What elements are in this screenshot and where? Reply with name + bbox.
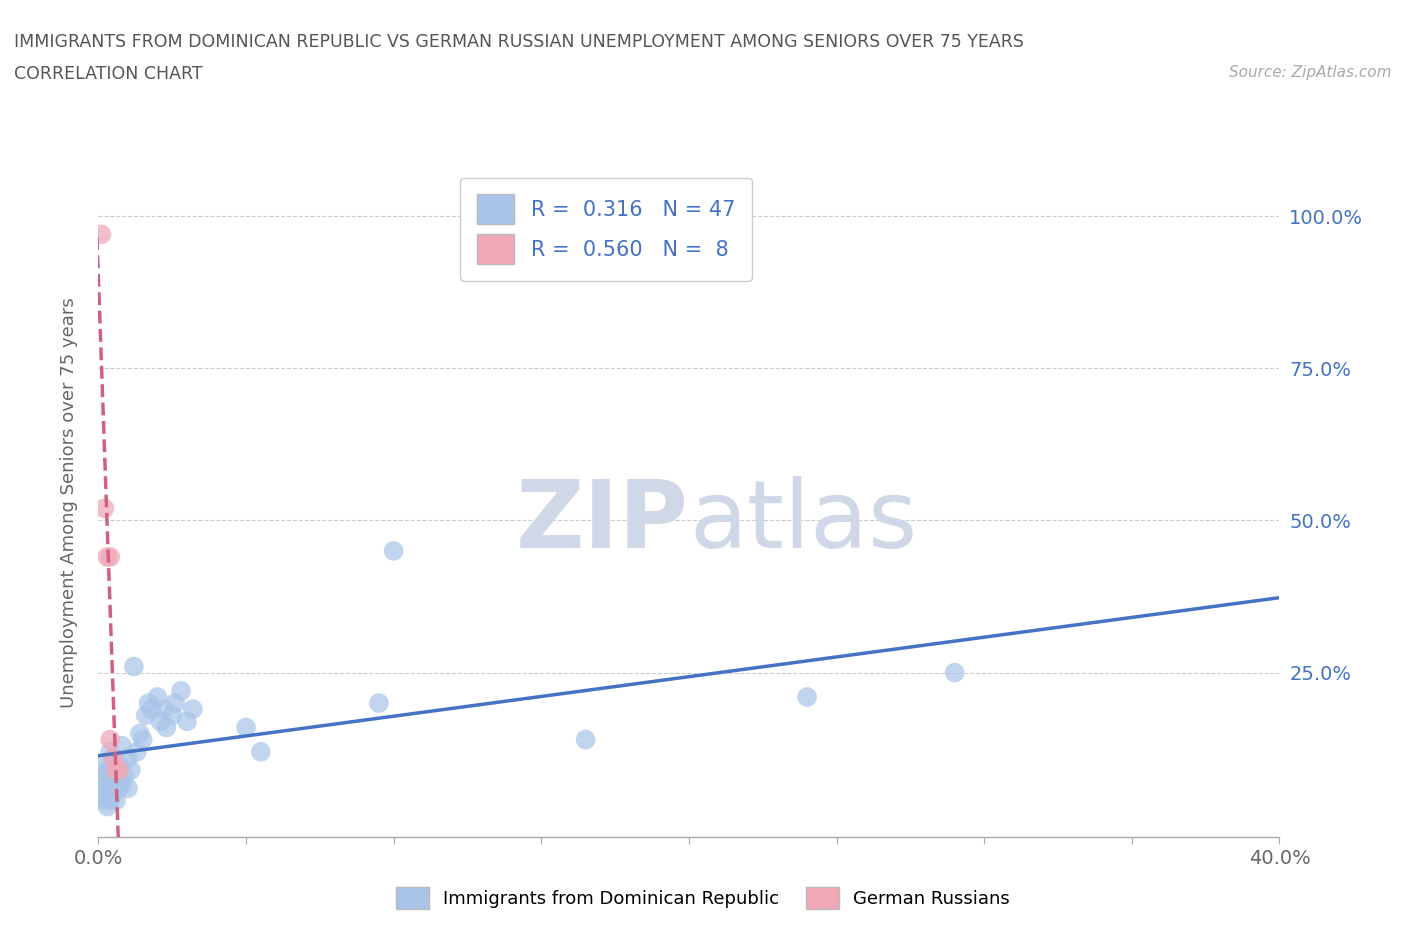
Point xyxy=(235,720,257,735)
Point xyxy=(108,781,131,796)
Point xyxy=(135,708,157,723)
Point xyxy=(96,781,118,796)
Point xyxy=(114,769,136,784)
Point xyxy=(93,501,115,516)
Point xyxy=(90,769,112,784)
Point xyxy=(152,702,174,717)
Point xyxy=(125,744,148,759)
Point xyxy=(155,720,177,735)
Point xyxy=(943,665,966,680)
Point xyxy=(170,684,193,698)
Point xyxy=(105,763,128,777)
Point xyxy=(132,732,155,747)
Point xyxy=(122,659,145,674)
Point xyxy=(98,775,121,790)
Point xyxy=(98,793,121,808)
Text: atlas: atlas xyxy=(689,476,917,568)
Text: CORRELATION CHART: CORRELATION CHART xyxy=(14,65,202,83)
Y-axis label: Unemployment Among Seniors over 75 years: Unemployment Among Seniors over 75 years xyxy=(59,297,77,708)
Point xyxy=(103,787,125,802)
Point xyxy=(108,763,131,777)
Point xyxy=(141,702,163,717)
Point xyxy=(382,543,405,558)
Point xyxy=(105,763,128,777)
Text: IMMIGRANTS FROM DOMINICAN REPUBLIC VS GERMAN RUSSIAN UNEMPLOYMENT AMONG SENIORS : IMMIGRANTS FROM DOMINICAN REPUBLIC VS GE… xyxy=(14,33,1024,50)
Point xyxy=(796,689,818,704)
Point xyxy=(138,696,160,711)
Point xyxy=(98,744,121,759)
Point xyxy=(96,799,118,814)
Point xyxy=(103,751,125,765)
Legend: R =  0.316   N = 47, R =  0.560   N =  8: R = 0.316 N = 47, R = 0.560 N = 8 xyxy=(460,178,752,281)
Point xyxy=(105,793,128,808)
Point xyxy=(90,227,112,242)
Point xyxy=(96,763,118,777)
Point xyxy=(103,769,125,784)
Text: Source: ZipAtlas.com: Source: ZipAtlas.com xyxy=(1229,65,1392,80)
Point xyxy=(181,702,204,717)
Point xyxy=(146,689,169,704)
Point xyxy=(250,744,273,759)
Point xyxy=(93,756,115,771)
Point xyxy=(111,738,134,753)
Legend: Immigrants from Dominican Republic, German Russians: Immigrants from Dominican Republic, Germ… xyxy=(389,880,1017,916)
Point xyxy=(368,696,391,711)
Point xyxy=(120,763,142,777)
Point xyxy=(117,781,139,796)
Point xyxy=(117,751,139,765)
Point xyxy=(93,793,115,808)
Point xyxy=(98,550,121,565)
Point xyxy=(128,726,150,741)
Point xyxy=(103,751,125,765)
Point xyxy=(149,714,172,729)
Point xyxy=(93,775,115,790)
Point xyxy=(96,550,118,565)
Point xyxy=(574,732,596,747)
Point xyxy=(176,714,198,729)
Point xyxy=(165,696,187,711)
Point xyxy=(90,787,112,802)
Text: ZIP: ZIP xyxy=(516,476,689,568)
Point xyxy=(108,756,131,771)
Point xyxy=(98,732,121,747)
Point xyxy=(162,708,183,723)
Point xyxy=(111,775,134,790)
